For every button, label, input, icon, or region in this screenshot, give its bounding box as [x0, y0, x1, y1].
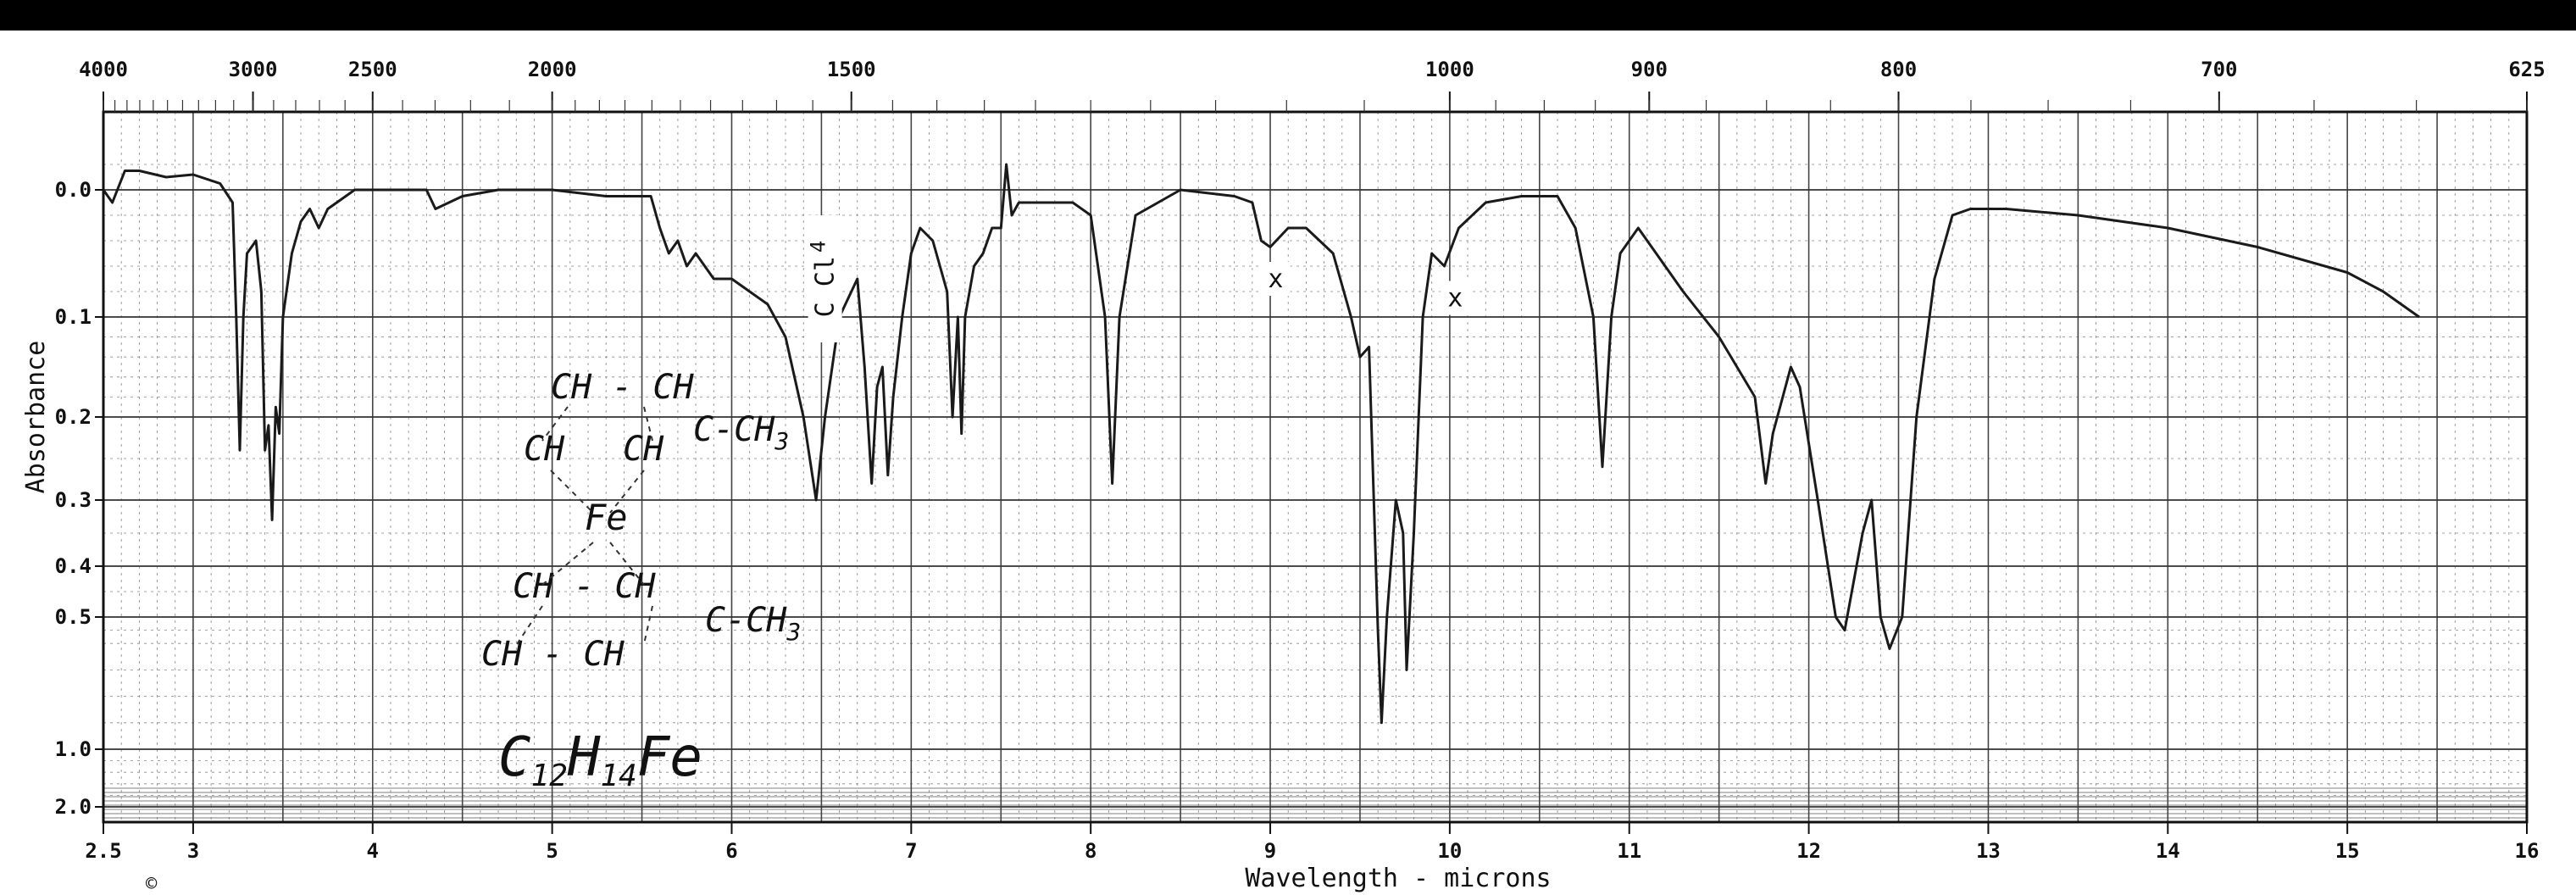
x-axis-ticks: 2.5 3 4 5 6 7 8 9 10 11 12 13 14 15 16: [85, 822, 2539, 863]
top-tick-label: 625: [2508, 58, 2545, 81]
top-tick-label: 700: [2201, 58, 2237, 81]
annotation-backdrop: [1261, 262, 1291, 296]
y-tick-label: 0.0: [55, 178, 92, 202]
spectrum-annotation: C Cl4: [807, 215, 842, 342]
top-tick-label: 2500: [348, 58, 397, 81]
annotation-label: x: [1268, 264, 1283, 294]
copyright-mark: ©: [146, 874, 158, 895]
x-tick-label: 11: [1617, 839, 1641, 863]
annotation-backdrop: [1441, 281, 1470, 315]
x-tick-label: 6: [725, 839, 737, 863]
y-tick-label: 1.0: [55, 737, 92, 761]
x-tick-label: 5: [546, 839, 558, 863]
x-tick-label: 9: [1264, 839, 1276, 863]
y-axis-label: Absorbance: [21, 341, 51, 494]
top-tick-label: 2000: [528, 58, 577, 81]
top-tick-label: 900: [1631, 58, 1668, 81]
x-axis-label: Wavelength - microns: [1245, 864, 1551, 893]
x-tick-label: 2.5: [85, 839, 121, 863]
annotation-label: x: [1447, 284, 1463, 314]
y-tick-label: 0.5: [55, 605, 92, 629]
y-tick-label: 2.0: [55, 795, 92, 819]
spectrum-annotation: x: [1261, 262, 1291, 296]
struct-left-mid: CH: [623, 430, 664, 469]
y-axis-ticks: 0.0 0.1 0.2 0.3 0.4 0.5 1.0 2.0: [55, 178, 103, 819]
struct-center-fe: Fe: [585, 497, 628, 538]
top-black-border: [0, 0, 2576, 31]
top-tick-label: 1000: [1425, 58, 1474, 81]
struct-bot-row: CH - CH: [513, 567, 656, 606]
grid-major: [103, 112, 2528, 822]
spectrum-series-layer: [102, 163, 2420, 725]
struct-bottom-row: CH - CH: [481, 635, 625, 674]
y-tick-label: 0.2: [55, 405, 92, 429]
handwritten-structure: CH - CH C-CH3 CH CH Fe CH - CH C-CH3 CH …: [481, 368, 801, 793]
x-tick-label: 15: [2335, 839, 2360, 863]
x-tick-label: 8: [1085, 839, 1096, 863]
formula-text: C12H14Fe: [498, 726, 702, 793]
top-tick-label: 3000: [229, 58, 278, 81]
x-tick-label: 12: [1796, 839, 1821, 863]
x-tick-label: 13: [1976, 839, 2001, 863]
x-tick-label: 14: [2156, 839, 2180, 863]
top-tick-label: 4000: [79, 58, 128, 81]
y-tick-label: 0.4: [55, 554, 92, 578]
struct-left-top: CH: [524, 430, 565, 469]
x-tick-label: 3: [187, 839, 199, 863]
top-tick-label: 800: [1880, 58, 1917, 81]
struct-top-row: CH - CH: [551, 368, 694, 407]
grid-minor: [103, 112, 2527, 822]
spectrum-annotation: x: [1441, 281, 1470, 315]
x-tick-label: 16: [2515, 839, 2540, 863]
spectrum-line: [102, 163, 2420, 725]
annotation-backdrop: [808, 215, 842, 342]
x-tick-label: 4: [367, 839, 379, 863]
struct-top-chain: C-CH3: [693, 410, 789, 455]
x-tick-label: 10: [1437, 839, 1462, 863]
x-tick-label: 7: [905, 839, 917, 863]
plot-frame: [102, 110, 2529, 824]
annotation-layer: C Cl4 x x: [807, 215, 1470, 342]
y-tick-label: 0.3: [55, 488, 92, 512]
struct-dashed-bonds: [516, 406, 653, 645]
top-axis-ticks: 4000 3000 2500 2000 1500 1000 900 800 700 625: [79, 58, 2545, 112]
struct-bot-chain: C-CH3: [705, 601, 801, 646]
y-tick-label: 0.1: [55, 305, 92, 329]
top-tick-label: 1500: [827, 58, 876, 81]
